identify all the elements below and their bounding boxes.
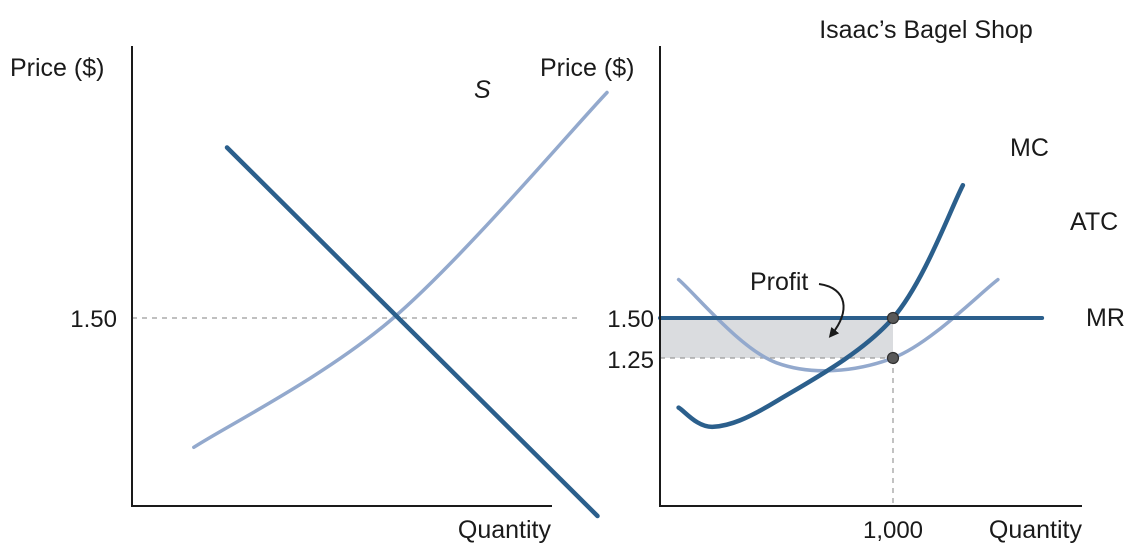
supply-curve-label: S xyxy=(474,76,491,104)
firm-x-axis-label: Quantity xyxy=(989,516,1083,544)
supply-curve xyxy=(192,90,609,450)
firm-y-tick-label-1-25: 1.25 xyxy=(607,347,654,374)
chart-title: Isaac’s Bagel Shop xyxy=(819,16,1033,44)
market-y-axis-label: Price ($) xyxy=(10,54,104,82)
mr-curve-label: MR xyxy=(1086,304,1125,332)
profit-arrow xyxy=(818,283,845,338)
atc-curve-label: ATC xyxy=(1070,208,1118,236)
mc-curve-label: MC xyxy=(1010,134,1049,162)
firm-y-axis-label: Price ($) xyxy=(540,54,634,82)
demand-curve xyxy=(224,145,600,519)
firm-x-tick-label: 1,000 xyxy=(863,517,923,544)
point-mr-mc xyxy=(886,311,900,325)
market-panel: Price ($) Quantity 1.50 S xyxy=(10,46,609,544)
firm-y-tick-label-1-50: 1.50 xyxy=(607,306,654,333)
profit-label: Profit xyxy=(750,268,808,296)
point-atc xyxy=(886,351,900,365)
market-x-axis-label: Quantity xyxy=(458,516,552,544)
firm-panel: Isaac’s Bagel Shop Price ($) Quantity 1,… xyxy=(540,16,1125,544)
mc-curve xyxy=(676,182,966,430)
market-y-tick-label: 1.50 xyxy=(70,306,117,333)
